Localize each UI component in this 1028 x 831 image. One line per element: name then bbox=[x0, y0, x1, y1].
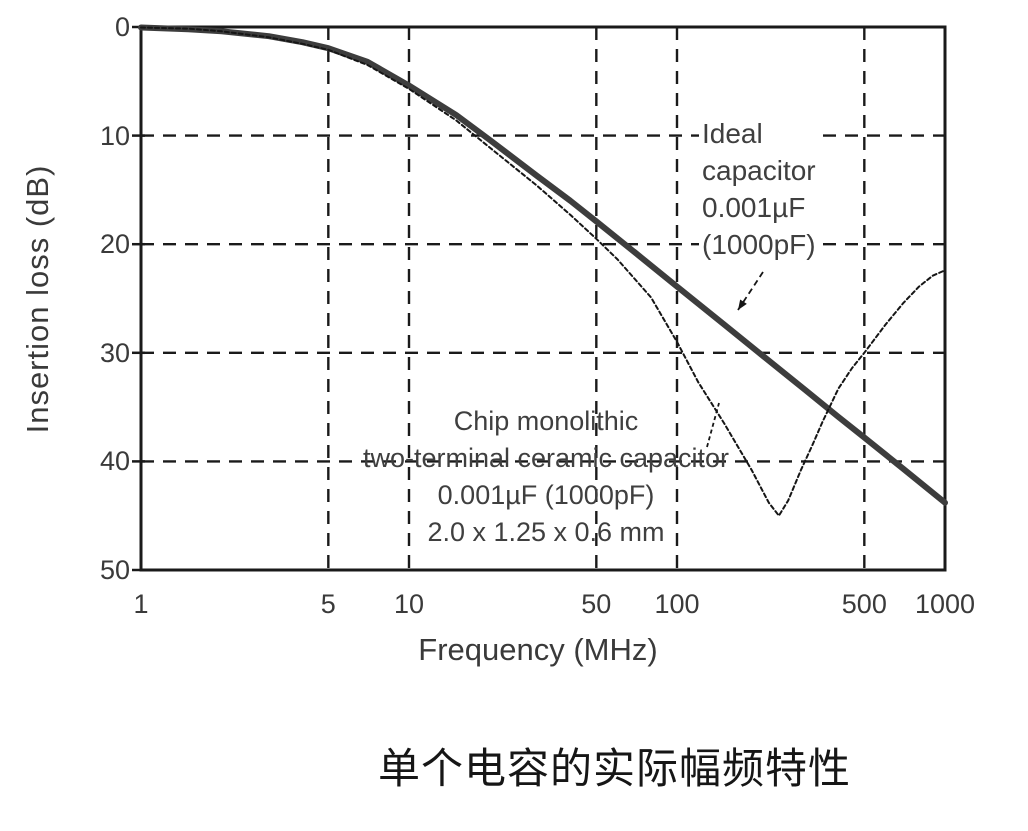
x-tick-label: 500 bbox=[841, 589, 887, 619]
ideal-label-pointer-arrowhead bbox=[738, 299, 747, 310]
chip-capacitor-label-line: 2.0 x 1.25 x 0.6 mm bbox=[427, 517, 665, 547]
ideal-capacitor-label-line: 0.001µF bbox=[702, 192, 806, 223]
chip-capacitor-label: Chip monolithic two-terminal ceramic cap… bbox=[346, 403, 746, 551]
chip-capacitor-label-line: 0.001µF (1000pF) bbox=[437, 480, 655, 510]
ideal-capacitor-curve bbox=[138, 24, 948, 506]
chip-capacitor-label-line: Chip monolithic bbox=[453, 406, 639, 436]
y-tick-label: 40 bbox=[99, 446, 130, 477]
ideal-label-pointer bbox=[737, 271, 764, 311]
chip-capacitor-label-line: two-terminal ceramic capacitor bbox=[362, 443, 730, 473]
ideal-capacitor-label: Ideal capacitor 0.001µF (1000pF) bbox=[699, 115, 819, 263]
x-tick-label: 100 bbox=[654, 589, 700, 619]
ideal-capacitor-label-line: capacitor bbox=[702, 155, 816, 186]
x-tick-label: 5 bbox=[320, 589, 336, 619]
ideal-capacitor-label-line: (1000pF) bbox=[702, 229, 816, 260]
y-tick-label: 0 bbox=[114, 12, 130, 42]
x-tick-label: 1 bbox=[133, 589, 149, 619]
insertion-loss-chart bbox=[132, 24, 948, 572]
x-tick-label: 10 bbox=[393, 589, 425, 619]
figure-caption: 单个电容的实际幅频特性 bbox=[378, 744, 852, 793]
x-tick-label: 1000 bbox=[914, 589, 976, 619]
x-axis-title: Frequency (MHz) bbox=[418, 632, 658, 667]
y-axis-title: Insertion loss (dB) bbox=[20, 164, 55, 434]
x-tick-label: 50 bbox=[581, 589, 612, 619]
y-tick-label: 50 bbox=[99, 555, 130, 585]
y-tick-label: 20 bbox=[99, 229, 130, 260]
chip-capacitor-curve bbox=[140, 26, 946, 517]
y-tick-label: 30 bbox=[99, 337, 130, 368]
plot-border bbox=[139, 25, 947, 572]
ideal-capacitor-label-line: Ideal bbox=[702, 118, 763, 149]
y-tick-label: 10 bbox=[99, 120, 130, 151]
